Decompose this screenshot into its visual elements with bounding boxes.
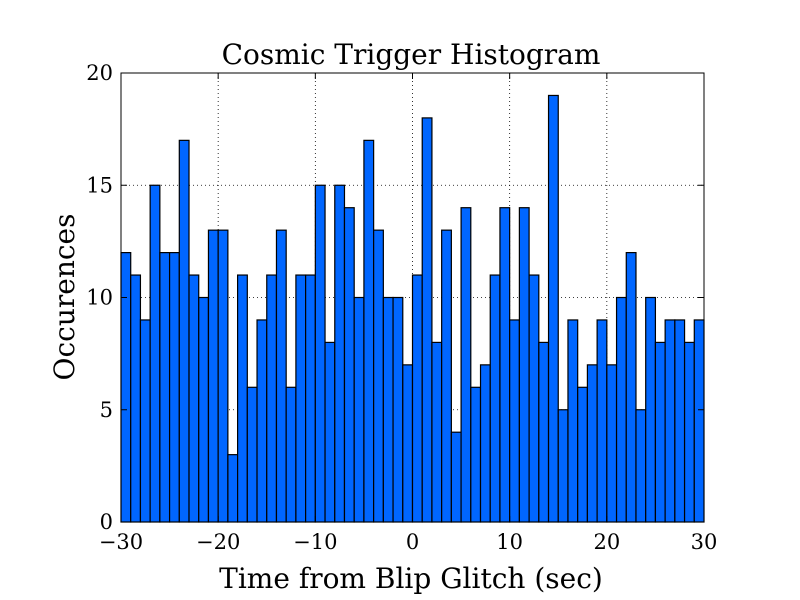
histogram-bar bbox=[295, 274, 307, 523]
tick-labels: −30 −20 −10 0 10 20 30 0 5 10 15 20 bbox=[86, 61, 717, 554]
x-tick-label: −30 bbox=[99, 530, 143, 554]
histogram-bar bbox=[518, 207, 530, 523]
histogram-bar bbox=[402, 364, 414, 523]
histogram-bar bbox=[683, 341, 695, 523]
histogram-bar bbox=[421, 117, 433, 523]
histogram-bar bbox=[353, 296, 365, 523]
histogram-bar bbox=[547, 94, 559, 523]
histogram-bar bbox=[227, 454, 239, 523]
y-tick-label: 5 bbox=[100, 398, 113, 422]
histogram-bar bbox=[373, 229, 384, 523]
histogram-bar bbox=[528, 274, 540, 523]
histogram-bar bbox=[674, 319, 686, 523]
x-tick-label: −10 bbox=[293, 530, 337, 554]
y-axis-label: Occurences bbox=[48, 214, 81, 381]
histogram-bar bbox=[392, 296, 404, 523]
histogram-bar bbox=[130, 274, 142, 523]
histogram-bar bbox=[450, 431, 462, 523]
histogram-bar bbox=[246, 386, 258, 523]
histogram-bar bbox=[285, 386, 297, 523]
histogram-bar bbox=[441, 229, 452, 523]
histogram-bar bbox=[334, 184, 346, 523]
histogram-bar bbox=[693, 319, 705, 523]
histogram-bar bbox=[363, 139, 375, 523]
histogram-bar bbox=[586, 364, 598, 523]
histogram-bar bbox=[606, 364, 618, 523]
y-tick-label: 20 bbox=[86, 61, 113, 85]
y-tick-label: 10 bbox=[86, 286, 113, 310]
histogram-bar bbox=[314, 184, 326, 523]
histogram-bar bbox=[159, 252, 171, 523]
histogram-bar bbox=[198, 296, 210, 523]
histogram-bars bbox=[120, 94, 705, 523]
histogram-bar bbox=[615, 296, 627, 523]
histogram-bar bbox=[596, 319, 608, 523]
histogram-bar bbox=[431, 341, 443, 523]
histogram-bar bbox=[470, 386, 482, 523]
histogram-bar bbox=[567, 319, 579, 523]
histogram-bar bbox=[207, 229, 219, 523]
x-tick-label: 10 bbox=[496, 530, 523, 554]
x-tick-label: 20 bbox=[593, 530, 620, 554]
histogram-bar bbox=[275, 229, 287, 523]
histogram-bar bbox=[343, 207, 355, 523]
histogram-bar bbox=[577, 386, 589, 523]
histogram-bar bbox=[139, 319, 151, 523]
histogram-bar bbox=[217, 229, 229, 523]
histogram-bar bbox=[635, 409, 647, 523]
histogram-bar bbox=[499, 207, 511, 523]
histogram-bar bbox=[411, 274, 423, 523]
histogram-bar bbox=[645, 296, 657, 523]
histogram-bar bbox=[664, 319, 676, 523]
histogram-bar bbox=[460, 207, 472, 523]
y-tick-label: 0 bbox=[100, 510, 113, 534]
x-tick-label: 30 bbox=[691, 530, 718, 554]
histogram-bar bbox=[305, 274, 316, 523]
x-axis-label: Time from Blip Glitch (sec) bbox=[219, 562, 603, 595]
histogram-bar bbox=[479, 364, 491, 523]
chart-title: Cosmic Trigger Histogram bbox=[222, 38, 601, 71]
histogram-bar bbox=[266, 274, 278, 523]
x-tick-label: −20 bbox=[196, 530, 240, 554]
y-tick-label: 15 bbox=[86, 173, 113, 197]
histogram-bar bbox=[538, 341, 550, 523]
histogram-bar bbox=[237, 274, 248, 523]
histogram-bar bbox=[256, 319, 268, 523]
histogram-bar bbox=[509, 319, 520, 523]
histogram-bar bbox=[149, 184, 161, 523]
histogram-bar bbox=[382, 296, 394, 523]
histogram-bar bbox=[188, 274, 200, 523]
histogram-bar bbox=[557, 409, 569, 523]
histogram-bar bbox=[324, 341, 336, 523]
histogram-bar bbox=[489, 274, 501, 523]
histogram-bar bbox=[178, 139, 190, 523]
axis-ticks bbox=[120, 72, 705, 523]
x-tick-label: 0 bbox=[406, 530, 419, 554]
histogram-bar bbox=[168, 252, 180, 523]
histogram-bar bbox=[625, 252, 637, 523]
histogram-bar bbox=[654, 341, 666, 523]
histogram-bar bbox=[120, 252, 132, 523]
